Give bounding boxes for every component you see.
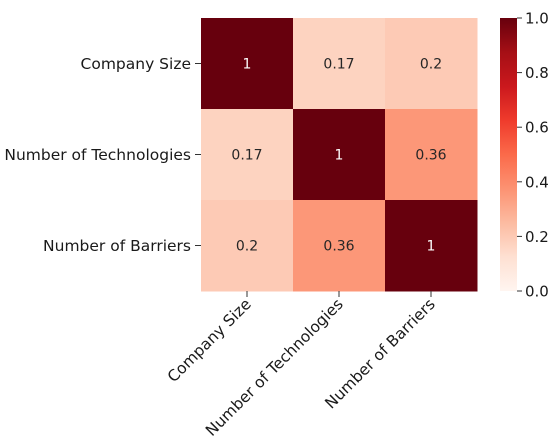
colorbar-tick-label: 0.4: [525, 173, 549, 191]
heatmap-cell: [385, 109, 478, 201]
heatmap-cell: [385, 18, 478, 110]
y-axis-label: Company Size: [81, 55, 191, 73]
cell-value-label: 0.2: [236, 239, 258, 255]
cell-value-label: 0.17: [231, 148, 262, 164]
colorbar-tick-label: 0.6: [525, 119, 549, 137]
y-axis-label: Number of Technologies: [4, 146, 191, 164]
cell-value-label: 0.17: [323, 57, 354, 73]
heatmap-cell: [201, 109, 294, 201]
colorbar-tick-label: 0.8: [525, 64, 549, 82]
heatmap-cell: [293, 200, 386, 292]
colorbar-gradient: [500, 18, 517, 291]
cell-value-label: 0.36: [415, 148, 446, 164]
heatmap-cell-labels: 1 0.17 0.2 0.17 1 0.36 0.2 0.36 1: [231, 57, 446, 255]
x-axis-label: Company Size: [164, 295, 255, 386]
heatmap-cell: [385, 200, 478, 292]
colorbar-tick-label: 0.0: [525, 283, 549, 301]
heatmap-cell: [201, 18, 294, 110]
cell-value-label: 1: [335, 148, 344, 164]
colorbar-tick-label: 0.2: [525, 228, 549, 246]
colorbar-tick-label: 1.0: [525, 10, 549, 28]
heatmap-cell: [293, 18, 386, 110]
heatmap-cell: [201, 200, 294, 292]
cell-value-label: 1: [427, 239, 436, 255]
y-axis-labels: Company Size Number of Technologies Number…: [4, 55, 201, 255]
heatmap-cells: [201, 18, 478, 292]
cell-value-label: 1: [243, 57, 252, 73]
heatmap-cell: [293, 109, 386, 201]
cell-value-label: 0.2: [420, 57, 442, 73]
y-axis-label: Number of Barriers: [43, 237, 191, 255]
colorbar: 0.0 0.2 0.4 0.6 0.8 1.0: [500, 10, 549, 301]
cell-value-label: 0.36: [323, 239, 354, 255]
